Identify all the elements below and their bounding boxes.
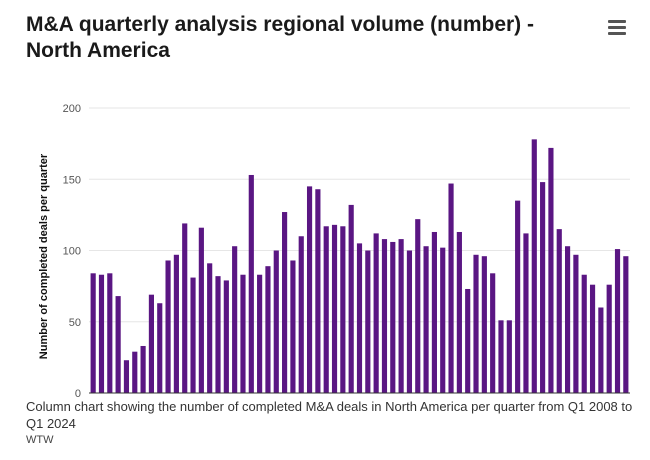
bar[interactable] (348, 204, 354, 393)
bar[interactable] (490, 273, 496, 393)
bar[interactable] (548, 147, 554, 393)
bar[interactable] (157, 303, 163, 393)
bar[interactable] (98, 274, 105, 393)
bar[interactable] (506, 320, 512, 393)
bar[interactable] (415, 219, 421, 393)
bar[interactable] (331, 224, 338, 393)
y-tick-label: 100 (63, 246, 81, 258)
y-axis-label: Number of completed deals per quarter (38, 153, 50, 359)
y-tick-label: 200 (63, 103, 81, 115)
bar[interactable] (306, 186, 313, 394)
bar[interactable] (123, 360, 130, 393)
chart-caption: Column chart showing the number of compl… (26, 399, 633, 431)
bar[interactable] (207, 263, 213, 393)
bar[interactable] (623, 256, 629, 393)
bars (90, 139, 629, 394)
bar[interactable] (340, 226, 346, 393)
bar[interactable] (606, 284, 612, 393)
bar[interactable] (556, 229, 562, 394)
bar[interactable] (165, 260, 171, 393)
bar[interactable] (248, 174, 254, 393)
bar[interactable] (215, 276, 221, 393)
bar[interactable] (540, 182, 546, 393)
bar[interactable] (240, 274, 246, 393)
bar[interactable] (273, 250, 279, 394)
bar[interactable] (390, 241, 396, 393)
bar[interactable] (481, 256, 487, 393)
bar[interactable] (148, 294, 154, 393)
bar[interactable] (440, 247, 446, 393)
bar[interactable] (132, 351, 138, 393)
y-tick-label: 150 (63, 174, 81, 186)
bar[interactable] (265, 266, 271, 393)
bar[interactable] (290, 260, 296, 393)
bar[interactable] (614, 249, 621, 393)
bar[interactable] (298, 236, 304, 393)
bar[interactable] (523, 233, 529, 393)
bar[interactable] (223, 280, 229, 393)
bar[interactable] (373, 233, 379, 393)
bar[interactable] (190, 277, 196, 393)
bar[interactable] (381, 239, 388, 393)
bar[interactable] (465, 288, 471, 393)
bar[interactable] (323, 226, 329, 393)
bar[interactable] (448, 183, 454, 393)
bar[interactable] (182, 223, 188, 393)
bar[interactable] (423, 246, 429, 393)
bar[interactable] (498, 320, 504, 393)
bar[interactable] (406, 250, 413, 394)
chart-title: M&A quarterly analysis regional volume (… (26, 13, 534, 62)
bar[interactable] (90, 273, 96, 393)
bar[interactable] (140, 345, 146, 393)
bar[interactable] (398, 239, 404, 393)
bar[interactable] (232, 246, 238, 393)
bar[interactable] (456, 231, 462, 393)
bar[interactable] (115, 296, 121, 393)
y-tick-label: 50 (69, 317, 81, 329)
bar[interactable] (473, 254, 479, 393)
bar[interactable] (515, 200, 521, 394)
bar[interactable] (565, 246, 571, 393)
bar[interactable] (573, 254, 579, 393)
bar[interactable] (173, 254, 179, 393)
bar[interactable] (598, 307, 604, 394)
bar[interactable] (581, 274, 587, 393)
y-axis-ticks: 0 50 100 150 200 (63, 103, 81, 400)
bar[interactable] (589, 284, 596, 393)
bar[interactable] (365, 250, 371, 394)
y-tick-label: 0 (75, 388, 81, 400)
bar[interactable] (257, 274, 263, 393)
bar[interactable] (282, 212, 288, 393)
bar[interactable] (315, 189, 321, 393)
bar[interactable] (107, 273, 113, 393)
bar[interactable] (431, 231, 437, 393)
hamburger-menu-icon[interactable] (608, 20, 626, 36)
bar[interactable] (356, 243, 363, 394)
source-label: WTW (26, 434, 54, 446)
bar-chart: 0 50 100 150 200 Number of completed deals p… (38, 103, 630, 400)
bar[interactable] (531, 139, 537, 393)
bar[interactable] (198, 227, 204, 393)
